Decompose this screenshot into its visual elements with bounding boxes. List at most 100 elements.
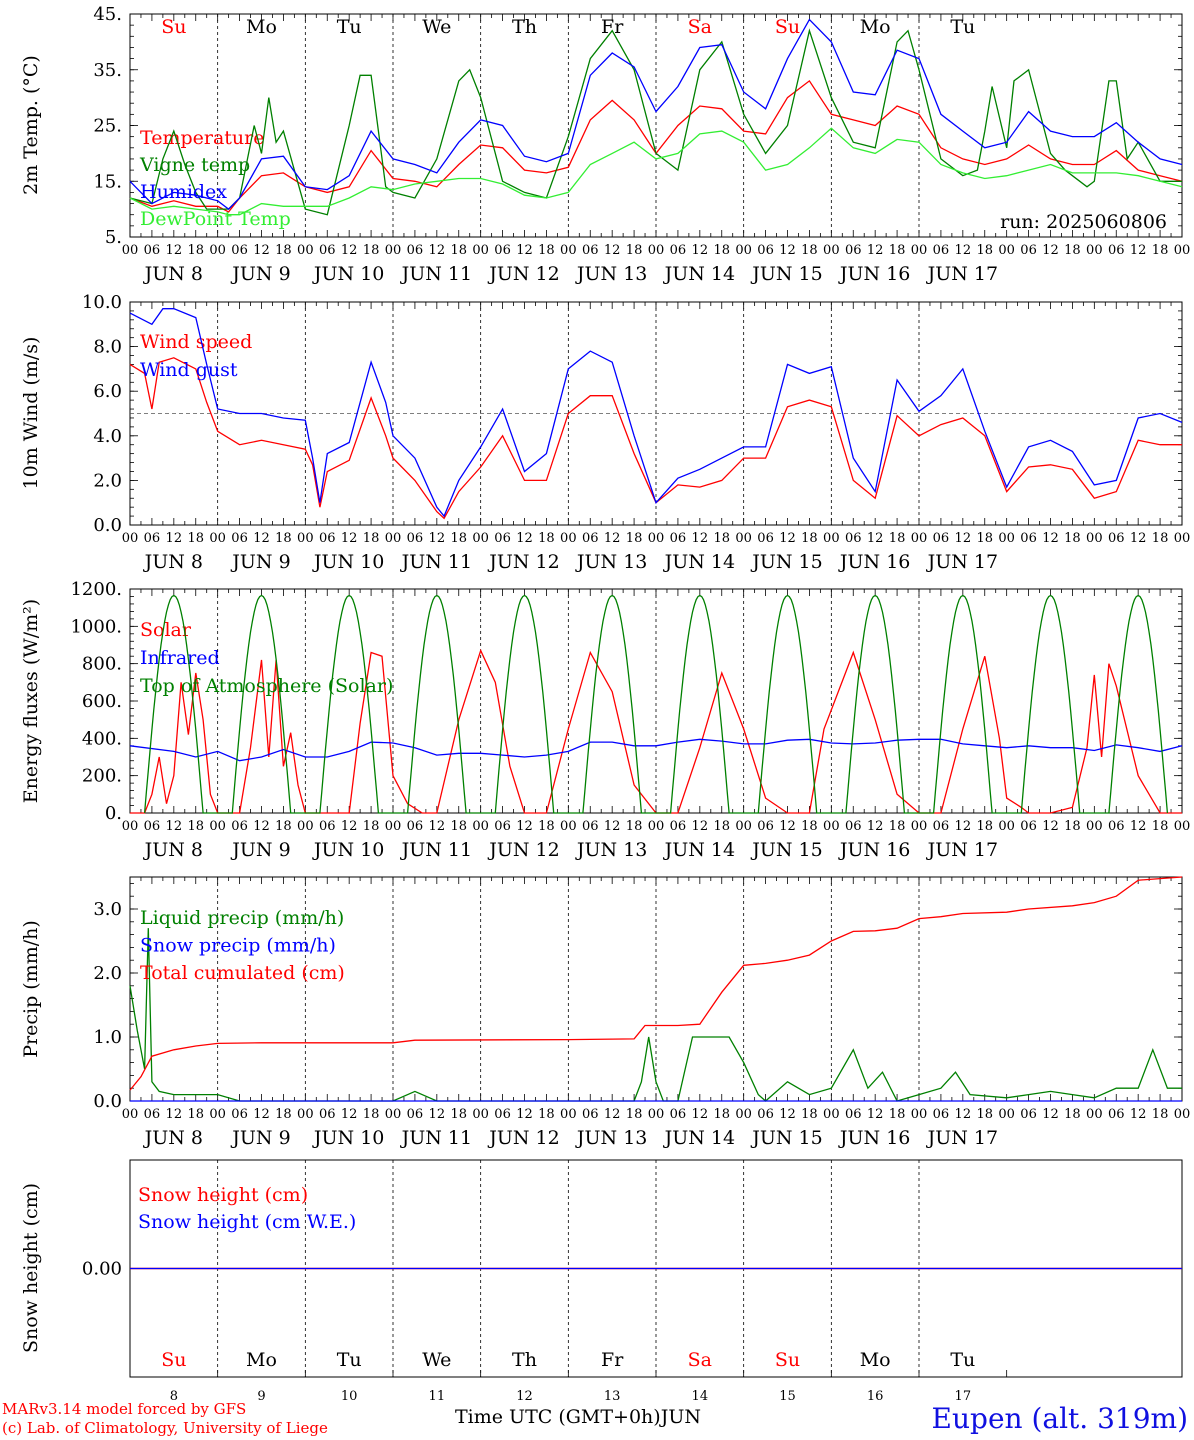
hour-label: 00 (209, 1107, 226, 1122)
legend-entry: Total cumulated (cm) (140, 962, 345, 984)
hour-label: 12 (1130, 819, 1147, 834)
series-line-wind-speed (129, 357, 1182, 520)
day-label: JUN 12 (487, 1127, 559, 1149)
hour-label: 06 (1020, 1107, 1037, 1122)
hour-label: 12 (604, 531, 621, 546)
hour-label: 00 (911, 819, 928, 834)
hour-label: 12 (1042, 819, 1059, 834)
day-number-label: 13 (604, 1389, 621, 1404)
hour-label: 18 (976, 1107, 993, 1122)
time-axis-label-text: Time UTC (GMT+0h) (455, 1406, 661, 1428)
hour-label: 00 (911, 243, 928, 258)
y-tick-label: 3.0 (93, 899, 122, 920)
hour-label: 18 (450, 1107, 467, 1122)
day-label: JUN 15 (750, 839, 822, 861)
hour-label: 06 (933, 531, 950, 546)
y-tick-label: 1.0 (93, 1027, 122, 1048)
legend-entry: Wind gust (140, 359, 238, 381)
hour-label: 12 (604, 243, 621, 258)
y-tick-label: 2.0 (93, 470, 122, 491)
hour-label: 06 (845, 819, 862, 834)
day-label: JUN 10 (312, 1127, 384, 1149)
weekday-label: Sa (688, 1349, 712, 1371)
hour-label: 00 (297, 243, 314, 258)
hour-label: 18 (889, 819, 906, 834)
hour-label: 00 (823, 819, 840, 834)
y-axis-label: 2m Temp. (°C) (20, 55, 42, 195)
weekday-label: Tu (337, 16, 362, 38)
hour-label: 12 (429, 819, 446, 834)
weekday-label: Sa (688, 16, 712, 38)
hour-label: 00 (1174, 531, 1191, 546)
day-number-label: 12 (516, 1389, 533, 1404)
hour-label: 18 (713, 819, 730, 834)
series-line-wind-gust (129, 308, 1183, 518)
hour-label: 06 (231, 243, 248, 258)
hour-label: 12 (253, 243, 270, 258)
hour-label: 18 (801, 243, 818, 258)
y-tick-label: 200. (82, 766, 122, 787)
hour-label: 18 (713, 243, 730, 258)
hour-label: 00 (911, 531, 928, 546)
hour-label: 06 (494, 1107, 511, 1122)
day-label: JUN 11 (400, 551, 472, 573)
hour-label: 06 (407, 1107, 424, 1122)
hour-label: 06 (757, 243, 774, 258)
hour-label: 00 (472, 531, 489, 546)
legend-entry: Top of Atmosphere (Solar) (140, 675, 393, 697)
hour-label: 00 (1086, 1107, 1103, 1122)
hour-label: 06 (1108, 531, 1125, 546)
weekday-label: Su (161, 1349, 186, 1371)
y-tick-label: 400. (82, 728, 122, 749)
day-label: JUN 13 (575, 263, 647, 285)
y-tick-label: 10.0 (82, 292, 122, 313)
panel-5: 8 9 10 11 12 13 14 15 16 17 0.00 Snow height (cm) Sn… (20, 1159, 1183, 1404)
hour-label: 18 (976, 819, 993, 834)
y-tick-label: 8.0 (93, 337, 122, 358)
hour-label: 00 (209, 819, 226, 834)
hour-label: 18 (801, 1107, 818, 1122)
hour-label: 12 (692, 243, 709, 258)
series-line-temperature (129, 79, 1183, 213)
hour-label: 06 (144, 531, 161, 546)
day-label: JUN 16 (838, 1127, 910, 1149)
hour-label: 18 (626, 243, 643, 258)
hour-label: 18 (450, 819, 467, 834)
y-axis-label: 10m Wind (m/s) (20, 337, 42, 490)
hour-label: 06 (1108, 1107, 1125, 1122)
hour-label: 18 (1152, 243, 1169, 258)
run-label: run: 2025060806 (1000, 211, 1167, 233)
weekday-label: Tu (950, 16, 975, 38)
hour-label: 06 (582, 531, 599, 546)
hour-label: 18 (976, 531, 993, 546)
hour-label: 00 (823, 531, 840, 546)
hour-label: 12 (867, 819, 884, 834)
day-label: JUN 17 (926, 263, 998, 285)
day-label: JUN 8 (143, 1127, 203, 1149)
hour-label: 12 (955, 243, 972, 258)
hour-label: 18 (363, 531, 380, 546)
day-label: JUN 11 (400, 1127, 472, 1149)
hour-label: 12 (604, 1107, 621, 1122)
day-number-label: 15 (779, 1389, 796, 1404)
hour-label: 12 (867, 243, 884, 258)
hour-label: 00 (297, 819, 314, 834)
y-tick-label: 0.0 (93, 515, 122, 536)
hour-label: 12 (429, 1107, 446, 1122)
hour-label: 12 (779, 531, 796, 546)
hour-label: 12 (955, 819, 972, 834)
hour-label: 18 (889, 531, 906, 546)
hour-label: 00 (1086, 531, 1103, 546)
y-tick-label: 0.00 (82, 1259, 122, 1280)
panel-4: 00 06 12 18 00 06 12 18 00 06 12 18 00 06 12 18 00 06 12 18… (20, 876, 1190, 1149)
panel-3: 00 06 12 18 00 06 12 18 00 06 12 18 00 06 12 18 00 06 12 18… (20, 579, 1190, 861)
hour-label: 12 (166, 819, 183, 834)
hour-label: 12 (516, 819, 533, 834)
hour-label: 00 (1086, 819, 1103, 834)
hour-label: 00 (385, 243, 402, 258)
y-tick-label: 25. (93, 116, 122, 137)
series-line-dewpoint-temp (129, 127, 1183, 216)
hour-label: 06 (670, 531, 687, 546)
hour-label: 18 (889, 243, 906, 258)
hour-label: 00 (122, 1107, 139, 1122)
